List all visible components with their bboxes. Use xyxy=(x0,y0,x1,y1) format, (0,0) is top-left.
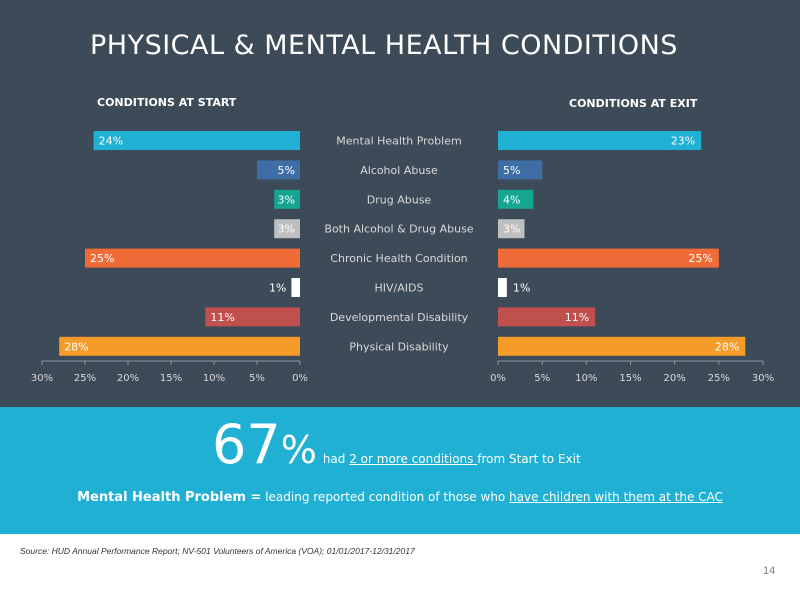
category-label: Both Alcohol & Drug Abuse xyxy=(324,223,473,236)
exit-tick-label: 20% xyxy=(664,373,686,384)
start-data-label: 28% xyxy=(64,340,88,353)
category-label: Physical Disability xyxy=(349,340,449,353)
start-tick-label: 25% xyxy=(74,373,96,384)
big-stat: 67 % had 2 or more conditions from Start… xyxy=(212,418,581,472)
exit-tick-label: 30% xyxy=(752,373,774,384)
exit-data-label: 3% xyxy=(503,223,520,236)
exit-bar xyxy=(498,307,596,327)
start-data-label: 3% xyxy=(278,193,295,206)
exit-tick-label: 10% xyxy=(575,373,597,384)
butterfly-chart: Mental Health Problem Alcohol Abuse Drug A… xyxy=(31,131,774,384)
category-label: Developmental Disability xyxy=(330,311,469,324)
start-bar xyxy=(93,131,300,150)
stat-caption: had 2 or more conditions from Start to E… xyxy=(323,452,581,466)
start-tick-label: 5% xyxy=(249,373,265,384)
start-chart-title: CONDITIONS AT START xyxy=(97,96,237,109)
stat-link: 2 or more conditions xyxy=(349,452,478,466)
exit-bar xyxy=(498,278,507,297)
category-label: Alcohol Abuse xyxy=(360,164,438,177)
highlight-band xyxy=(0,407,800,534)
start-data-label: 1% xyxy=(269,282,286,295)
exit-bar xyxy=(498,160,543,180)
start-tick-label: 15% xyxy=(160,373,182,384)
slide-title: PHYSICAL & MENTAL HEALTH CONDITIONS xyxy=(90,30,678,61)
category-label: Mental Health Problem xyxy=(336,135,461,148)
exit-tick-label: 15% xyxy=(619,373,641,384)
insight-pre: leading reported condition of those who xyxy=(261,490,510,504)
exit-chart-title: CONDITIONS AT EXIT xyxy=(569,97,698,110)
category-label: HIV/AIDS xyxy=(375,282,424,295)
big-stat-value: 67 xyxy=(212,413,281,476)
start-bar xyxy=(59,336,301,356)
exit-bar xyxy=(498,189,534,209)
exit-tick-label: 0% xyxy=(490,373,506,384)
exit-data-label: 4% xyxy=(503,193,520,206)
exit-tick-label: 25% xyxy=(708,373,730,384)
exit-data-label: 11% xyxy=(565,311,589,324)
start-tick-label: 30% xyxy=(31,373,53,384)
start-data-label: 11% xyxy=(210,311,234,324)
start-bar xyxy=(257,160,300,180)
category-label: Drug Abuse xyxy=(367,193,432,206)
category-label: Chronic Health Condition xyxy=(330,252,467,265)
start-bar xyxy=(85,248,300,268)
exit-data-label: 5% xyxy=(503,164,520,177)
start-data-label: 24% xyxy=(99,135,123,148)
start-tick-label: 10% xyxy=(203,373,225,384)
exit-data-label: 23% xyxy=(671,135,695,148)
exit-data-label: 25% xyxy=(688,252,712,265)
start-bar xyxy=(291,278,300,297)
start-data-label: 5% xyxy=(278,164,295,177)
start-bar xyxy=(205,307,300,327)
exit-tick-label: 5% xyxy=(534,373,550,384)
start-bar xyxy=(274,189,300,209)
insight-link: have children with them at the CAC xyxy=(509,490,723,504)
stat-post: from Start to Exit xyxy=(477,452,581,466)
exit-bar xyxy=(498,336,746,356)
insight-bold: Mental Health Problem = xyxy=(77,490,262,505)
insight-line: Mental Health Problem = leading reported… xyxy=(0,490,800,505)
exit-data-label: 28% xyxy=(715,340,739,353)
start-tick-label: 0% xyxy=(292,373,308,384)
source-note: Source: HUD Annual Performance Report; N… xyxy=(20,546,415,556)
start-data-label: 25% xyxy=(90,252,114,265)
exit-bar xyxy=(498,131,702,150)
start-bar xyxy=(274,219,300,239)
exit-data-label: 1% xyxy=(513,282,530,295)
stat-pre: had xyxy=(322,452,350,466)
exit-bar xyxy=(498,219,525,239)
page-number: 14 xyxy=(763,565,776,577)
big-stat-sign: % xyxy=(280,428,317,472)
exit-bar xyxy=(498,248,719,268)
start-data-label: 3% xyxy=(278,223,295,236)
start-tick-label: 20% xyxy=(117,373,139,384)
